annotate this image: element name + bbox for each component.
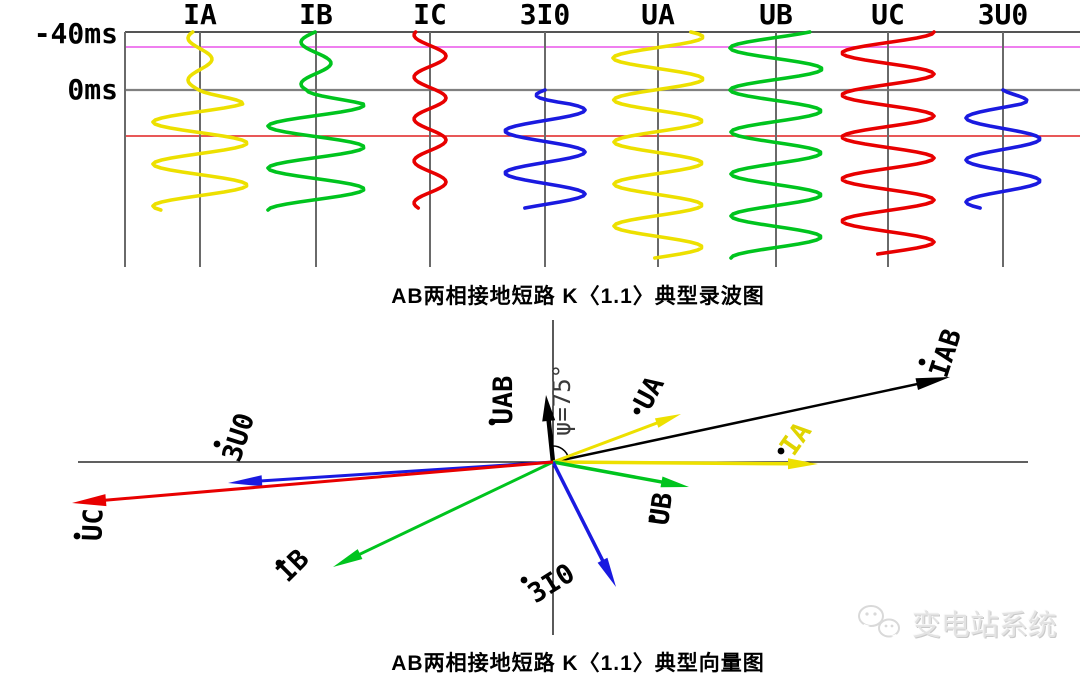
waveform-UC — [840, 30, 936, 256]
vector-label-IA: IA — [774, 417, 818, 461]
channel-label-UA: UA — [641, 0, 675, 31]
vector-arrowhead-3U0 — [228, 475, 263, 487]
vector-dot-UAB — [488, 418, 496, 426]
vector-UA — [552, 420, 661, 464]
vector-dot-3I0 — [520, 576, 528, 584]
vector-IAB — [552, 382, 921, 464]
vector-arrowhead-UA — [654, 414, 681, 428]
vector-UC — [101, 460, 554, 502]
waveform-IA — [151, 30, 249, 212]
vector-UB — [552, 460, 666, 485]
channel-label-IB: IB — [299, 0, 333, 31]
vector-label-UC: UC — [77, 508, 109, 542]
vector-arrowhead-UAB — [542, 395, 556, 422]
vector-dot-IA — [777, 447, 785, 455]
vector-arrowhead-IB — [333, 549, 363, 567]
vector-arrowhead-3I0 — [597, 557, 616, 587]
phasor-caption: AB两相接地短路 K〈1.1〉典型向量图 — [391, 652, 765, 675]
waveform-IC — [412, 30, 448, 210]
waveform-3I0 — [503, 88, 587, 210]
watermark: 变电站系统 — [856, 602, 1057, 644]
vector-label-UA: UA — [628, 371, 671, 414]
channel-label-IC: IC — [413, 0, 447, 31]
vector-dot-IAB — [918, 358, 926, 366]
channel-label-3I0: 3I0 — [520, 0, 571, 31]
channel-label-UC: UC — [871, 0, 905, 31]
vector-3I0 — [551, 461, 606, 565]
vector-dot-UC — [73, 532, 81, 540]
channel-label-UB: UB — [759, 0, 793, 31]
vector-label-3U0: 3U0 — [217, 409, 262, 465]
vector-dot-IB — [275, 559, 283, 567]
time-label--40ms: -40ms — [34, 17, 118, 50]
waveform-3U0 — [964, 88, 1042, 210]
time-label-0ms: 0ms — [67, 73, 118, 106]
vector-IB — [355, 460, 554, 558]
vector-dot-UB — [648, 514, 656, 522]
vector-label-IAB: IAB — [924, 325, 969, 381]
watermark-text: 变电站系统 — [912, 610, 1058, 642]
vector-label-UAB: UAB — [488, 376, 519, 425]
vector-label-3I0: 3I0 — [523, 558, 581, 610]
vector-label-IB: IB — [271, 544, 316, 589]
wechat-logo-icon — [858, 605, 900, 639]
waveform-UA — [611, 30, 705, 260]
waveform-UB — [728, 30, 824, 260]
channel-label-3U0: 3U0 — [978, 0, 1029, 31]
vector-arrowhead-IA — [788, 458, 818, 470]
vector-dot-UA — [633, 407, 641, 415]
vector-label-UB: UB — [644, 491, 679, 528]
waveform-IB — [266, 30, 366, 212]
vector-arrowhead-IAB — [915, 377, 950, 390]
vector-UAB — [546, 416, 556, 463]
vector-arrowhead-UC — [72, 494, 107, 507]
vector-arrowhead-UB — [660, 476, 689, 488]
vector-dot-3U0 — [213, 440, 221, 448]
oscillogram-caption: AB两相接地短路 K〈1.1〉典型录波图 — [391, 285, 765, 308]
channel-label-IA: IA — [183, 0, 217, 31]
angle-value-label: ψ=75° — [548, 364, 576, 436]
vector-IA — [552, 460, 793, 466]
